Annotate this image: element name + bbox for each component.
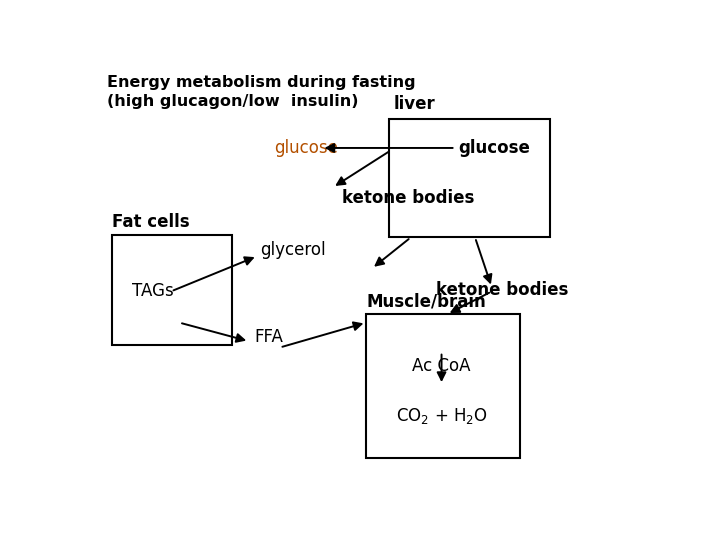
- Text: Fat cells: Fat cells: [112, 213, 190, 231]
- Bar: [366, 314, 520, 458]
- Text: CO$_2$ + H$_2$O: CO$_2$ + H$_2$O: [395, 406, 487, 426]
- Bar: [389, 119, 550, 238]
- Text: glycerol: glycerol: [260, 241, 326, 259]
- Text: Muscle/brain: Muscle/brain: [366, 292, 486, 310]
- Bar: [112, 235, 233, 346]
- Text: Energy metabolism during fasting
(high glucagon/low  insulin): Energy metabolism during fasting (high g…: [107, 75, 415, 110]
- Text: ketone bodies: ketone bodies: [436, 281, 568, 299]
- Text: Ac CoA: Ac CoA: [413, 357, 471, 375]
- Text: glucose: glucose: [274, 139, 338, 157]
- Text: FFA: FFA: [255, 328, 284, 346]
- Text: ketone bodies: ketone bodies: [342, 189, 474, 207]
- Text: liver: liver: [394, 94, 436, 113]
- Text: glucose: glucose: [459, 139, 530, 157]
- Text: TAGs: TAGs: [132, 282, 174, 300]
